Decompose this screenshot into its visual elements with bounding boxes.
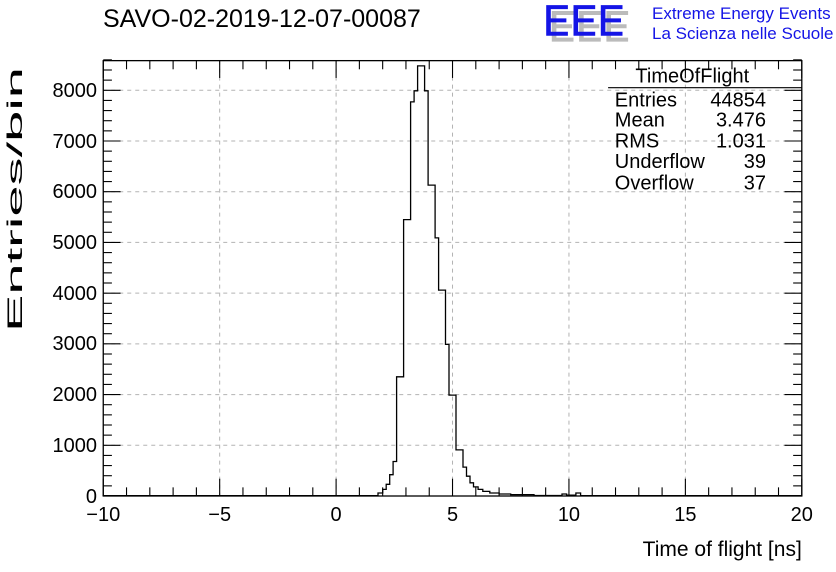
svg-text:RMS: RMS bbox=[615, 130, 659, 152]
svg-text:Time of flight [ns]: Time of flight [ns] bbox=[643, 538, 802, 561]
svg-text:10: 10 bbox=[558, 504, 580, 526]
svg-text:8000: 8000 bbox=[53, 80, 98, 102]
svg-text:5000: 5000 bbox=[53, 232, 98, 254]
svg-text:0: 0 bbox=[86, 486, 97, 508]
svg-text:7000: 7000 bbox=[53, 131, 98, 153]
svg-text:3.476: 3.476 bbox=[716, 110, 766, 132]
svg-text:5: 5 bbox=[447, 504, 458, 526]
svg-text:2000: 2000 bbox=[53, 384, 98, 406]
svg-text:Underflow: Underflow bbox=[615, 151, 706, 173]
svg-text:Extreme Energy Events: Extreme Energy Events bbox=[652, 4, 831, 23]
svg-text:1000: 1000 bbox=[53, 435, 98, 457]
svg-text:39: 39 bbox=[744, 151, 766, 173]
svg-text:Overflow: Overflow bbox=[615, 172, 694, 194]
svg-text:Entries/bin: Entries/bin bbox=[4, 67, 27, 332]
svg-text:20: 20 bbox=[791, 504, 813, 526]
svg-text:15: 15 bbox=[674, 504, 696, 526]
svg-text:6000: 6000 bbox=[53, 181, 98, 203]
svg-text:0: 0 bbox=[331, 504, 342, 526]
svg-text:SAVO-02-2019-12-07-00087: SAVO-02-2019-12-07-00087 bbox=[103, 5, 421, 33]
svg-text:−5: −5 bbox=[208, 504, 231, 526]
svg-text:La Scienza nelle Scuole: La Scienza nelle Scuole bbox=[652, 24, 833, 43]
svg-text:4000: 4000 bbox=[53, 283, 98, 305]
svg-text:Entries: Entries bbox=[615, 89, 677, 111]
svg-text:1.031: 1.031 bbox=[716, 130, 766, 152]
svg-text:Mean: Mean bbox=[615, 110, 665, 132]
svg-text:44854: 44854 bbox=[710, 89, 766, 111]
svg-text:3000: 3000 bbox=[53, 333, 98, 355]
svg-text:37: 37 bbox=[744, 172, 766, 194]
